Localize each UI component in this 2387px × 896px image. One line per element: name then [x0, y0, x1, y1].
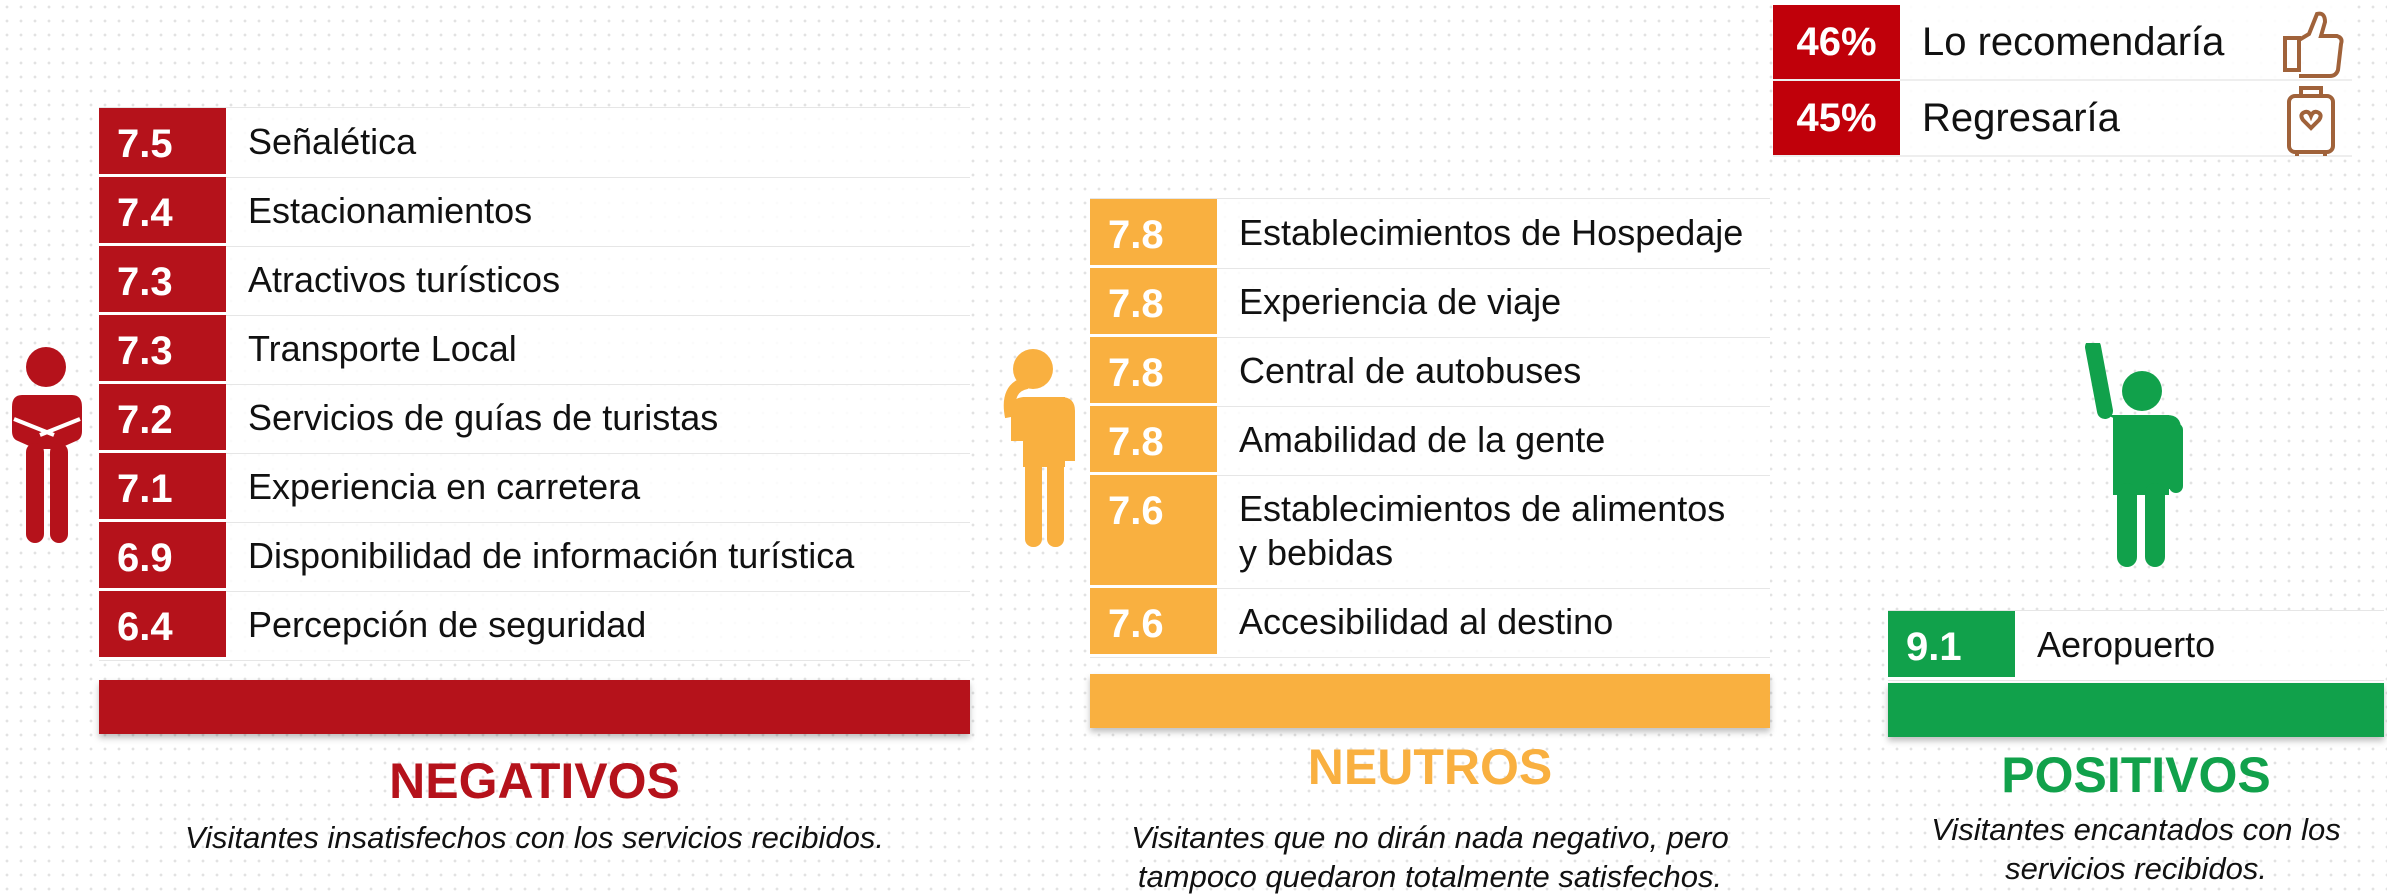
score-label: Central de autobuses: [1217, 337, 1601, 403]
score-value: 9.1: [1888, 611, 2015, 677]
score-value: 7.5: [99, 108, 226, 174]
summary-row: 45%Regresaría: [1773, 81, 2352, 157]
score-label: Experiencia en carretera: [226, 453, 660, 519]
score-label: Servicios de guías de turistas: [226, 384, 738, 450]
negative-person-icon: [8, 343, 88, 545]
score-label: Transporte Local: [226, 315, 537, 381]
summary-value: 45%: [1773, 81, 1900, 155]
group-description: Visitantes encantados con los servicios …: [1916, 810, 2356, 888]
group-description: Visitantes insatisfechos con los servici…: [99, 818, 970, 857]
group-title: POSITIVOS: [1888, 746, 2384, 804]
score-label: Disponibilidad de información turística: [226, 522, 874, 588]
score-value: 7.6: [1090, 588, 1217, 654]
summary-icons: [2275, 8, 2347, 158]
summary-label: Regresaría: [1900, 81, 2120, 155]
group-bar: [1888, 683, 2384, 737]
score-value: 7.6: [1090, 475, 1217, 585]
group-description: Visitantes que no dirán nada negativo, p…: [1090, 818, 1770, 896]
score-label: Establecimientos de alimentos y bebidas: [1217, 475, 1770, 585]
summary-label: Lo recomendaría: [1900, 5, 2224, 79]
score-value: 7.8: [1090, 199, 1217, 265]
score-label: Aeropuerto: [2015, 611, 2235, 677]
group-bar: [1090, 674, 1770, 728]
score-label: Experiencia de viaje: [1217, 268, 1581, 334]
score-value: 7.8: [1090, 268, 1217, 334]
score-label: Atractivos turísticos: [226, 246, 580, 312]
score-value: 7.3: [99, 315, 226, 381]
page: 46%Lo recomendaría45%Regresaría 7.5Señal…: [0, 0, 2387, 893]
score-value: 7.3: [99, 246, 226, 312]
score-value: 6.9: [99, 522, 226, 588]
score-label: Señalética: [226, 108, 436, 174]
group-title: NEUTROS: [1090, 738, 1770, 796]
score-value: 7.4: [99, 177, 226, 243]
positive-person-icon: [2085, 343, 2195, 567]
neutral-person-icon: [1001, 347, 1085, 547]
score-value: 7.1: [99, 453, 226, 519]
score-value: 7.8: [1090, 406, 1217, 472]
score-label: Percepción de seguridad: [226, 591, 666, 657]
score-label: Amabilidad de la gente: [1217, 406, 1625, 472]
score-label: Establecimientos de Hospedaje: [1217, 199, 1763, 265]
group-title: NEGATIVOS: [99, 752, 970, 810]
score-value: 7.8: [1090, 337, 1217, 403]
score-label: Accesibilidad al destino: [1217, 588, 1633, 654]
score-value: 7.2: [99, 384, 226, 450]
summary-value: 46%: [1773, 5, 1900, 79]
group-bar: [99, 680, 970, 734]
score-value: 6.4: [99, 591, 226, 657]
score-label: Estacionamientos: [226, 177, 552, 243]
summary-row: 46%Lo recomendaría: [1773, 5, 2352, 81]
